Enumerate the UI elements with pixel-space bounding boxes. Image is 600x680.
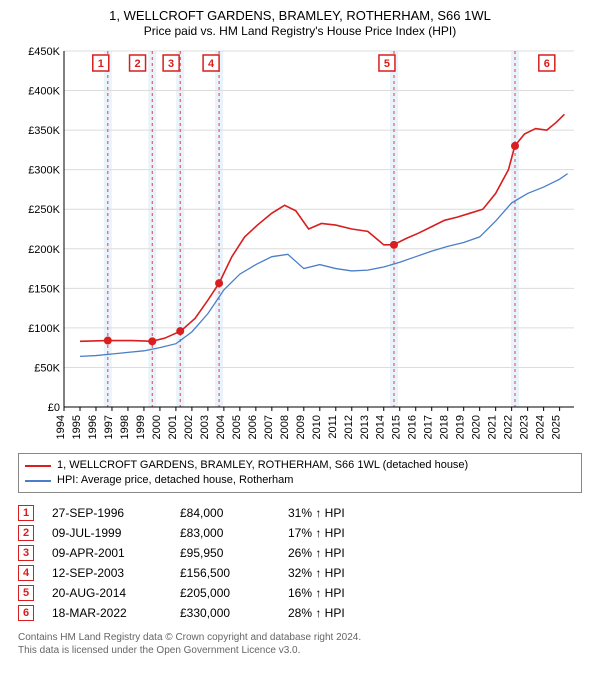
svg-text:1999: 1999 [135, 415, 147, 439]
sale-price: £84,000 [180, 506, 270, 520]
sale-date: 18-MAR-2022 [52, 606, 162, 620]
svg-text:2000: 2000 [151, 415, 163, 439]
svg-text:1998: 1998 [119, 415, 131, 439]
svg-text:£400K: £400K [28, 86, 60, 98]
svg-text:2017: 2017 [423, 415, 435, 439]
sale-marker-number: 1 [18, 505, 34, 521]
sale-diff: 17% ↑ HPI [288, 526, 345, 540]
svg-text:1995: 1995 [71, 415, 83, 439]
svg-text:£100K: £100K [28, 323, 60, 335]
svg-text:2021: 2021 [487, 415, 499, 439]
svg-text:£50K: £50K [34, 362, 60, 374]
legend-swatch [25, 465, 51, 467]
sale-row: 4 12-SEP-2003 £156,500 32% ↑ HPI [18, 563, 582, 583]
sales-table: 1 27-SEP-1996 £84,000 31% ↑ HPI 2 09-JUL-1999… [18, 503, 582, 623]
page-title: 1, WELLCROFT GARDENS, BRAMLEY, ROTHERHAM… [18, 8, 582, 24]
sale-marker-number: 2 [18, 525, 34, 541]
svg-text:2018: 2018 [439, 415, 451, 439]
sale-date: 12-SEP-2003 [52, 566, 162, 580]
svg-text:2008: 2008 [279, 415, 291, 439]
sale-date: 27-SEP-1996 [52, 506, 162, 520]
sale-date: 20-AUG-2014 [52, 586, 162, 600]
svg-text:2014: 2014 [375, 415, 387, 439]
svg-text:4: 4 [208, 58, 215, 70]
sale-row: 6 18-MAR-2022 £330,000 28% ↑ HPI [18, 603, 582, 623]
sale-price: £330,000 [180, 606, 270, 620]
svg-text:3: 3 [168, 58, 174, 70]
sale-row: 3 09-APR-2001 £95,950 26% ↑ HPI [18, 543, 582, 563]
sale-row: 5 20-AUG-2014 £205,000 16% ↑ HPI [18, 583, 582, 603]
page-subtitle: Price paid vs. HM Land Registry's House … [18, 24, 582, 39]
svg-text:2024: 2024 [535, 415, 547, 439]
svg-text:2001: 2001 [167, 415, 179, 439]
sale-date: 09-APR-2001 [52, 546, 162, 560]
sale-diff: 28% ↑ HPI [288, 606, 345, 620]
footer-line: Contains HM Land Registry data © Crown c… [18, 631, 582, 644]
svg-text:2005: 2005 [231, 415, 243, 439]
sale-price: £205,000 [180, 586, 270, 600]
svg-text:6: 6 [544, 58, 550, 70]
svg-text:£300K: £300K [28, 165, 60, 177]
svg-text:£0: £0 [48, 402, 60, 414]
sale-diff: 32% ↑ HPI [288, 566, 345, 580]
sale-diff: 26% ↑ HPI [288, 546, 345, 560]
svg-text:2016: 2016 [407, 415, 419, 439]
svg-text:1994: 1994 [55, 415, 67, 439]
svg-text:2007: 2007 [263, 415, 275, 439]
sale-marker-number: 5 [18, 585, 34, 601]
sale-row: 1 27-SEP-1996 £84,000 31% ↑ HPI [18, 503, 582, 523]
sale-price: £83,000 [180, 526, 270, 540]
svg-text:2013: 2013 [359, 415, 371, 439]
price-chart: £0 £50K £100K £150K £200K £250K £300K £350K £400… [18, 45, 582, 443]
sale-marker-number: 3 [18, 545, 34, 561]
svg-text:1: 1 [98, 58, 104, 70]
svg-text:2002: 2002 [183, 415, 195, 439]
sale-diff: 16% ↑ HPI [288, 586, 345, 600]
svg-text:5: 5 [384, 58, 390, 70]
legend-row: 1, WELLCROFT GARDENS, BRAMLEY, ROTHERHAM… [25, 458, 575, 473]
footer-line: This data is licensed under the Open Gov… [18, 644, 582, 657]
svg-text:£150K: £150K [28, 283, 60, 295]
sale-marker-number: 4 [18, 565, 34, 581]
svg-text:2: 2 [134, 58, 140, 70]
sale-price: £156,500 [180, 566, 270, 580]
svg-text:£250K: £250K [28, 204, 60, 216]
svg-text:2003: 2003 [199, 415, 211, 439]
svg-text:2020: 2020 [471, 415, 483, 439]
svg-text:2006: 2006 [247, 415, 259, 439]
legend-swatch [25, 480, 51, 482]
sale-date: 09-JUL-1999 [52, 526, 162, 540]
chart-svg: £0 £50K £100K £150K £200K £250K £300K £350K £400… [18, 45, 582, 443]
svg-text:2025: 2025 [551, 415, 563, 439]
legend-row: HPI: Average price, detached house, Roth… [25, 473, 575, 488]
sale-marker-number: 6 [18, 605, 34, 621]
chart-legend: 1, WELLCROFT GARDENS, BRAMLEY, ROTHERHAM… [18, 453, 582, 493]
svg-text:2019: 2019 [455, 415, 467, 439]
svg-text:£450K: £450K [28, 46, 60, 58]
svg-text:2022: 2022 [503, 415, 515, 439]
sale-diff: 31% ↑ HPI [288, 506, 345, 520]
svg-text:1997: 1997 [103, 415, 115, 439]
sale-row: 2 09-JUL-1999 £83,000 17% ↑ HPI [18, 523, 582, 543]
svg-text:2015: 2015 [391, 415, 403, 439]
legend-label: 1, WELLCROFT GARDENS, BRAMLEY, ROTHERHAM… [57, 458, 468, 473]
svg-text:2010: 2010 [311, 415, 323, 439]
svg-text:1996: 1996 [87, 415, 99, 439]
svg-text:2004: 2004 [215, 415, 227, 439]
svg-text:2011: 2011 [327, 415, 339, 439]
legend-label: HPI: Average price, detached house, Roth… [57, 473, 293, 488]
svg-text:2023: 2023 [519, 415, 531, 439]
sale-price: £95,950 [180, 546, 270, 560]
svg-text:£200K: £200K [28, 244, 60, 256]
svg-text:£350K: £350K [28, 125, 60, 137]
svg-text:2012: 2012 [343, 415, 355, 439]
footer-text: Contains HM Land Registry data © Crown c… [18, 631, 582, 657]
svg-text:2009: 2009 [295, 415, 307, 439]
